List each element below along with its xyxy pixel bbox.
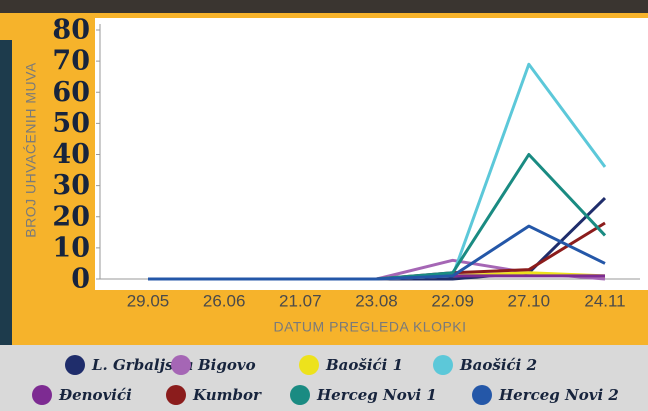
legend-marker bbox=[65, 355, 85, 375]
x-tick-label: 29.05 bbox=[127, 291, 170, 310]
legend-label: Đenovići bbox=[58, 386, 132, 404]
y-tick-label: 70 bbox=[52, 46, 90, 77]
chart: BROJ UHVAĆENIH MUVA DATUM PREGLEDA KLOPK… bbox=[0, 0, 648, 411]
legend-label: Kumbor bbox=[192, 386, 262, 404]
y-tick-label: 30 bbox=[52, 170, 90, 201]
x-tick-label: 26.06 bbox=[203, 291, 246, 310]
legend-marker bbox=[290, 385, 310, 405]
x-tick-label: 22.09 bbox=[431, 291, 474, 310]
legend-label: Baošići 1 bbox=[325, 356, 403, 374]
x-tick-label: 24.11 bbox=[584, 291, 625, 310]
x-axis-title: DATUM PREGLEDA KLOPKI bbox=[273, 319, 466, 335]
y-tick-label: 20 bbox=[52, 201, 90, 232]
legend-marker bbox=[433, 355, 453, 375]
side-band bbox=[0, 40, 12, 345]
legend-label: Bigovo bbox=[197, 356, 256, 374]
y-tick-label: 50 bbox=[52, 108, 90, 139]
y-tick-label: 80 bbox=[52, 15, 90, 46]
x-tick-label: 23.08 bbox=[355, 291, 398, 310]
x-tick-label: 27.10 bbox=[508, 291, 551, 310]
x-tick-label: 21.07 bbox=[279, 291, 322, 310]
y-tick-label: 60 bbox=[52, 77, 90, 108]
legend-marker bbox=[32, 385, 52, 405]
y-tick-label: 10 bbox=[52, 232, 90, 263]
legend-marker bbox=[166, 385, 186, 405]
legend-marker bbox=[299, 355, 319, 375]
legend-label: Baošići 2 bbox=[459, 356, 537, 374]
legend-marker bbox=[472, 385, 492, 405]
y-tick-label: 40 bbox=[52, 139, 90, 170]
legend-marker bbox=[171, 355, 191, 375]
legend-label: Herceg Novi 1 bbox=[316, 386, 437, 404]
page: {"chart_data": {"type": "line", "y_label… bbox=[0, 0, 648, 411]
y-axis-title: BROJ UHVAĆENIH MUVA bbox=[23, 62, 39, 238]
legend-label: Herceg Novi 2 bbox=[498, 386, 619, 404]
y-tick-label: 0 bbox=[71, 264, 90, 295]
top-band bbox=[0, 0, 648, 13]
